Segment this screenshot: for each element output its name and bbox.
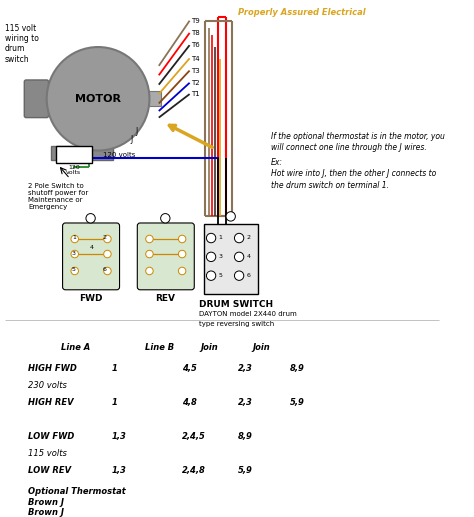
Text: 8,9: 8,9 <box>290 364 304 373</box>
Text: 3: 3 <box>219 254 223 259</box>
Text: J: J <box>136 127 137 136</box>
Text: will connect one line through the J wires.: will connect one line through the J wire… <box>271 143 427 152</box>
Text: 2,3: 2,3 <box>238 364 253 373</box>
Text: 2,3: 2,3 <box>238 398 253 407</box>
Circle shape <box>146 250 153 258</box>
Circle shape <box>71 267 79 275</box>
Text: 2 Pole Switch to
shutoff power for
Maintenance or
Emergency: 2 Pole Switch to shutoff power for Maint… <box>28 184 88 210</box>
Text: DAYTON model 2X440 drum: DAYTON model 2X440 drum <box>199 311 297 317</box>
Circle shape <box>235 271 244 280</box>
Text: FWD: FWD <box>79 295 102 303</box>
Bar <box>147 92 161 107</box>
Circle shape <box>226 211 236 221</box>
Circle shape <box>104 267 111 275</box>
Text: 5,9: 5,9 <box>238 466 253 475</box>
Circle shape <box>206 271 216 280</box>
Text: DRUM SWITCH: DRUM SWITCH <box>199 300 273 309</box>
Text: Optional Thermostat
Brown J
Brown J: Optional Thermostat Brown J Brown J <box>28 488 126 517</box>
Text: Line A: Line A <box>61 343 90 353</box>
Text: 1: 1 <box>112 398 118 407</box>
Text: T8: T8 <box>191 30 200 36</box>
Text: If the optional thermostat is in the motor, you: If the optional thermostat is in the mot… <box>271 132 445 141</box>
Circle shape <box>206 233 216 243</box>
Text: 115 volts: 115 volts <box>28 449 67 458</box>
Text: 6: 6 <box>103 267 107 272</box>
Text: 2: 2 <box>103 235 107 240</box>
Text: Line B: Line B <box>145 343 174 353</box>
Text: MOTOR: MOTOR <box>75 94 121 104</box>
Text: Properly Assured Electrical: Properly Assured Electrical <box>238 8 366 17</box>
Text: 1,3: 1,3 <box>112 432 127 441</box>
Text: 4: 4 <box>90 245 94 250</box>
Text: 1: 1 <box>72 235 76 240</box>
Text: 1: 1 <box>112 364 118 373</box>
Text: LOW FWD: LOW FWD <box>28 432 74 441</box>
Text: 8,9: 8,9 <box>238 432 253 441</box>
Circle shape <box>104 250 111 258</box>
Text: 230 volts: 230 volts <box>28 381 67 390</box>
Bar <box>204 224 258 295</box>
Text: 5: 5 <box>219 273 222 278</box>
FancyBboxPatch shape <box>63 223 119 290</box>
Text: T6: T6 <box>191 42 200 48</box>
Text: Ex:: Ex: <box>271 158 283 167</box>
Text: T4: T4 <box>191 55 200 62</box>
Text: Join: Join <box>252 343 270 353</box>
Text: 3: 3 <box>72 251 76 256</box>
FancyBboxPatch shape <box>137 223 194 290</box>
Text: Join: Join <box>201 343 219 353</box>
Text: LOW REV: LOW REV <box>28 466 71 475</box>
Circle shape <box>86 214 95 223</box>
Circle shape <box>178 267 186 275</box>
Circle shape <box>146 235 153 243</box>
Circle shape <box>104 235 111 243</box>
Text: T3: T3 <box>191 68 200 74</box>
Circle shape <box>178 250 186 258</box>
Text: 1: 1 <box>219 235 222 240</box>
Text: Hot wire into J, then the other J connects to: Hot wire into J, then the other J connec… <box>271 170 436 178</box>
Text: 4: 4 <box>246 254 251 259</box>
Text: the drum switch on terminal 1.: the drum switch on terminal 1. <box>271 180 389 190</box>
Text: 5: 5 <box>72 267 76 272</box>
Bar <box>51 146 113 160</box>
Circle shape <box>178 235 186 243</box>
Text: REV: REV <box>155 295 175 303</box>
Text: 120
volts: 120 volts <box>66 164 82 175</box>
Text: J: J <box>131 134 133 144</box>
Text: 2,4,5: 2,4,5 <box>182 432 206 441</box>
Bar <box>56 146 91 163</box>
Circle shape <box>71 250 79 258</box>
Circle shape <box>161 214 170 223</box>
Text: type reversing switch: type reversing switch <box>199 321 274 327</box>
Text: 1,3: 1,3 <box>112 466 127 475</box>
Text: 2: 2 <box>246 235 251 240</box>
Circle shape <box>71 235 79 243</box>
Circle shape <box>235 233 244 243</box>
Text: 5,9: 5,9 <box>290 398 304 407</box>
Text: 4,8: 4,8 <box>182 398 197 407</box>
Text: 115 volt
wiring to
drum
switch: 115 volt wiring to drum switch <box>5 23 38 64</box>
Circle shape <box>47 47 149 150</box>
Text: T9: T9 <box>191 18 200 24</box>
Text: T1: T1 <box>191 92 200 97</box>
Text: T2: T2 <box>191 80 200 86</box>
Text: HIGH REV: HIGH REV <box>28 398 73 407</box>
Circle shape <box>146 267 153 275</box>
Text: HIGH FWD: HIGH FWD <box>28 364 77 373</box>
Text: 2,4,8: 2,4,8 <box>182 466 206 475</box>
FancyBboxPatch shape <box>24 80 48 117</box>
Text: 6: 6 <box>246 273 250 278</box>
Circle shape <box>235 252 244 262</box>
Circle shape <box>206 252 216 262</box>
Text: 4,5: 4,5 <box>182 364 197 373</box>
Text: 120 volts: 120 volts <box>103 153 135 158</box>
